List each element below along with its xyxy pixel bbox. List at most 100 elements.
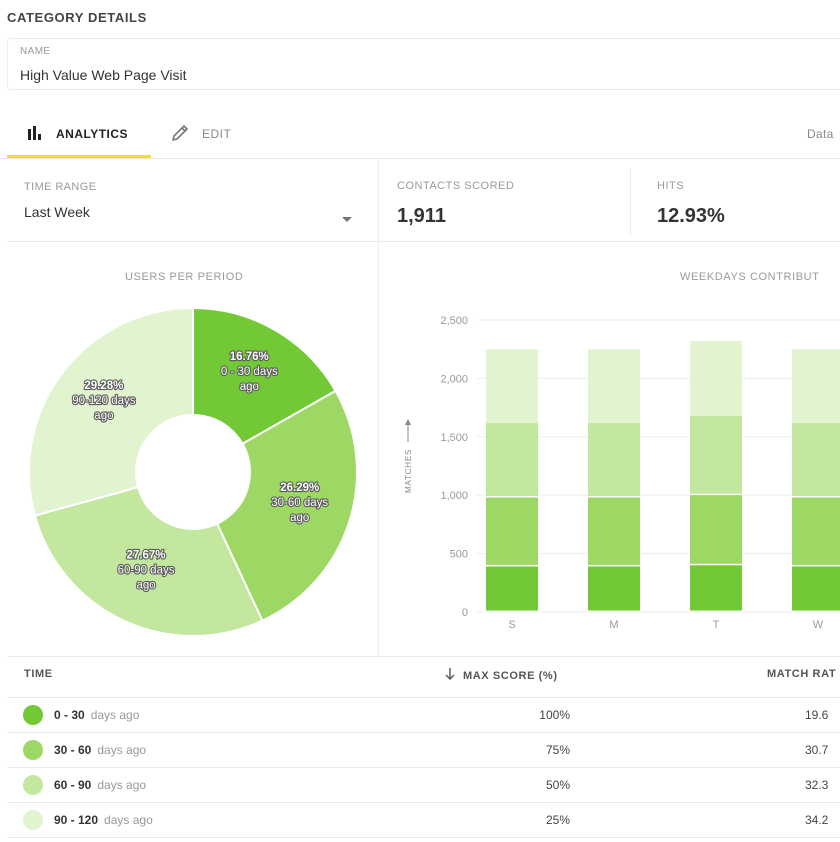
legend-dot <box>23 810 43 830</box>
bar-segment[interactable] <box>792 422 840 497</box>
row-match-rate: 30.7 <box>805 743 829 757</box>
row-match-rate: 19.6 <box>805 708 829 722</box>
table-row[interactable]: 60 - 90 days ago 50% 32.3 <box>7 767 840 802</box>
pie-slice-label: ago <box>290 512 309 524</box>
bar-segment[interactable] <box>792 566 840 611</box>
table-row[interactable]: 90 - 120 days ago 25% 34.2 <box>7 802 840 838</box>
pie-slice-percent: 16.76% <box>230 351 269 363</box>
row-match-rate: 32.3 <box>805 778 829 792</box>
x-tick-label: M <box>609 619 618 631</box>
row-range: 90 - 120 days ago <box>54 813 153 827</box>
pie-slice-label: ago <box>94 410 113 422</box>
bar-segment[interactable] <box>486 349 538 423</box>
y-tick-label: 1,500 <box>440 432 468 444</box>
y-tick-label: 2,500 <box>440 315 468 327</box>
name-label: NAME <box>20 46 51 57</box>
table-header-match-rate: MATCH RAT <box>767 668 837 680</box>
row-range-suffix: days ago <box>97 778 147 792</box>
contacts-scored-label: CONTACTS SCORED <box>397 180 515 192</box>
hits-value: 12.93% <box>657 205 725 227</box>
tab-bar: ANALYTICS EDIT Data <box>0 110 840 159</box>
legend-dot <box>23 705 43 725</box>
stats-divider <box>7 241 840 242</box>
row-range-value: 0 - 30 <box>54 708 85 722</box>
tab-analytics[interactable]: ANALYTICS <box>7 110 151 158</box>
pencil-icon <box>170 123 190 146</box>
pie-slice-percent: 26.29% <box>280 482 319 494</box>
row-range-value: 60 - 90 <box>54 778 92 792</box>
time-range-select[interactable]: Last Week <box>24 202 356 224</box>
arrow-down-icon <box>445 668 455 683</box>
pie-slice-label: ago <box>240 381 259 393</box>
stat-divider <box>630 168 631 234</box>
bar-segment[interactable] <box>792 349 840 423</box>
bar-segment[interactable] <box>690 565 742 611</box>
time-range-label: TIME RANGE <box>24 181 97 193</box>
bar-segment[interactable] <box>588 422 640 497</box>
contacts-scored-value: 1,911 <box>397 205 446 227</box>
x-tick-label: W <box>813 619 824 631</box>
y-tick-label: 500 <box>450 549 468 561</box>
pie-slice-label: 60-90 days <box>118 565 175 577</box>
max-score-header-label: MAX SCORE (%) <box>463 669 558 682</box>
x-tick-label: T <box>713 619 720 631</box>
bar-segment[interactable] <box>690 415 742 494</box>
row-range-value: 30 - 60 <box>54 743 92 757</box>
row-range: 30 - 60 days ago <box>54 743 146 757</box>
bar-segment[interactable] <box>690 495 742 564</box>
name-value[interactable]: High Value Web Page Visit <box>20 67 187 83</box>
bar-segment[interactable] <box>486 566 538 611</box>
caret-down-icon <box>342 210 352 228</box>
row-range-suffix: days ago <box>90 708 140 722</box>
row-max-score: 25% <box>545 813 570 827</box>
bar-segment[interactable] <box>588 566 640 611</box>
y-tick-label: 1,000 <box>440 490 468 502</box>
row-range-suffix: days ago <box>104 813 153 827</box>
row-range: 60 - 90 days ago <box>54 778 146 792</box>
active-tab-indicator <box>7 155 151 158</box>
tab-edit[interactable]: EDIT <box>170 110 231 158</box>
row-max-score: 100% <box>539 708 570 722</box>
vertical-divider <box>378 160 379 656</box>
x-tick-label: S <box>508 619 515 631</box>
row-range-suffix: days ago <box>97 743 147 757</box>
pie-hole <box>135 414 251 530</box>
bar-segment[interactable] <box>588 349 640 423</box>
bar-chart-title: WEEKDAYS CONTRIBUT <box>680 271 820 283</box>
bar-segment[interactable] <box>486 497 538 565</box>
weekdays-contribution-chart: 0 500 1,000 1,500 2,000 2,500 S M T W MATCHES <box>404 315 840 631</box>
y-axis-title: MATCHES <box>404 419 413 493</box>
name-field[interactable]: NAME High Value Web Page Visit <box>7 38 840 90</box>
bar-chart-icon <box>28 125 44 143</box>
legend-dot <box>23 775 43 795</box>
charts-divider <box>7 656 840 657</box>
tab-analytics-label: ANALYTICS <box>56 127 129 141</box>
pie-slice-label: ago <box>136 580 155 592</box>
time-range-value: Last Week <box>24 204 90 220</box>
pie-slice-percent: 29.28% <box>84 380 123 392</box>
pie-slice-label: 30-60 days <box>271 497 328 509</box>
tab-edit-label: EDIT <box>202 127 232 141</box>
table-header-max-score[interactable]: MAX SCORE (%) <box>445 668 558 683</box>
pie-slice[interactable] <box>191 389 358 622</box>
y-axis-label: MATCHES <box>404 449 413 493</box>
arrow-up-icon <box>405 419 411 425</box>
row-match-rate: 34.2 <box>805 813 829 827</box>
bar-segment[interactable] <box>588 497 640 565</box>
users-per-period-chart: 16.76% 0 - 30 days ago 26.29% 30-60 days ago 2… <box>28 306 358 637</box>
legend-dot <box>23 740 43 760</box>
hits-label: HITS <box>657 180 685 192</box>
table-row[interactable]: 30 - 60 days ago 75% 30.7 <box>7 732 840 767</box>
pie-slice-label: 0 - 30 days <box>221 366 278 378</box>
row-range: 0 - 30 days ago <box>54 708 139 722</box>
tab-data[interactable]: Data <box>807 127 834 141</box>
bar-segment[interactable] <box>690 341 742 416</box>
section-title: CATEGORY DETAILS <box>7 10 147 25</box>
bar-segment[interactable] <box>792 497 840 565</box>
table-header-time: TIME <box>24 668 53 680</box>
table-row[interactable]: 0 - 30 days ago 100% 19.6 <box>7 697 840 732</box>
bar-segment[interactable] <box>486 422 538 497</box>
y-tick-label: 0 <box>462 607 468 619</box>
pie-slice-percent: 27.67% <box>127 550 166 562</box>
y-tick-label: 2,000 <box>440 373 468 385</box>
